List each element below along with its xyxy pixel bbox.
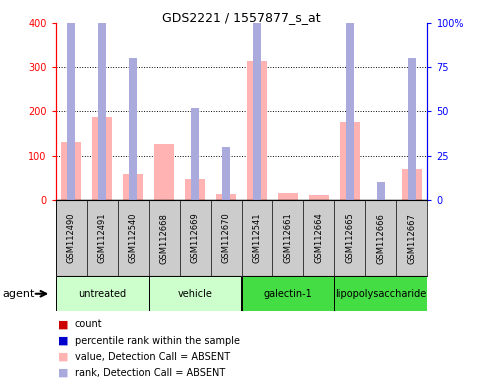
Text: agent: agent [2, 289, 35, 299]
Bar [98, 0, 106, 200]
Bar [123, 174, 143, 200]
Bar [334, 276, 427, 311]
Text: ■: ■ [58, 368, 69, 378]
Text: rank, Detection Call = ABSENT: rank, Detection Call = ABSENT [75, 368, 225, 378]
Bar [247, 61, 267, 200]
Bar [278, 193, 298, 200]
Bar [92, 117, 112, 200]
Text: lipopolysaccharide: lipopolysaccharide [335, 289, 426, 299]
Bar [242, 276, 334, 311]
Text: GSM112541: GSM112541 [253, 213, 261, 263]
Bar [408, 58, 416, 200]
Bar [346, 0, 354, 200]
Text: count: count [75, 319, 102, 329]
Text: percentile rank within the sample: percentile rank within the sample [75, 336, 240, 346]
Bar [340, 121, 360, 200]
Bar [216, 194, 236, 200]
Text: GSM112666: GSM112666 [376, 213, 385, 263]
Bar [67, 2, 75, 200]
Text: value, Detection Call = ABSENT: value, Detection Call = ABSENT [75, 352, 230, 362]
Text: GSM112661: GSM112661 [284, 213, 293, 263]
Bar [309, 195, 329, 200]
Bar [61, 142, 81, 200]
Bar [185, 179, 205, 200]
Bar [129, 58, 137, 200]
Text: GSM112670: GSM112670 [222, 213, 230, 263]
Bar [222, 147, 230, 200]
Text: ■: ■ [58, 319, 69, 329]
Bar [191, 108, 199, 200]
Text: GSM112540: GSM112540 [128, 213, 138, 263]
Text: GSM112665: GSM112665 [345, 213, 355, 263]
Text: vehicle: vehicle [178, 289, 213, 299]
Text: GSM112491: GSM112491 [98, 213, 107, 263]
Bar [253, 0, 261, 200]
Bar [149, 276, 242, 311]
Text: GSM112490: GSM112490 [67, 213, 75, 263]
Text: ■: ■ [58, 352, 69, 362]
Bar [402, 169, 422, 200]
Text: untreated: untreated [78, 289, 126, 299]
Text: GSM112669: GSM112669 [190, 213, 199, 263]
Text: GSM112667: GSM112667 [408, 213, 416, 263]
Text: ■: ■ [58, 336, 69, 346]
Bar [56, 276, 149, 311]
Text: GSM112664: GSM112664 [314, 213, 324, 263]
Text: GDS2221 / 1557877_s_at: GDS2221 / 1557877_s_at [162, 12, 321, 25]
Bar [377, 182, 385, 200]
Text: galectin-1: galectin-1 [264, 289, 313, 299]
Text: GSM112668: GSM112668 [159, 213, 169, 263]
Bar [154, 144, 174, 200]
